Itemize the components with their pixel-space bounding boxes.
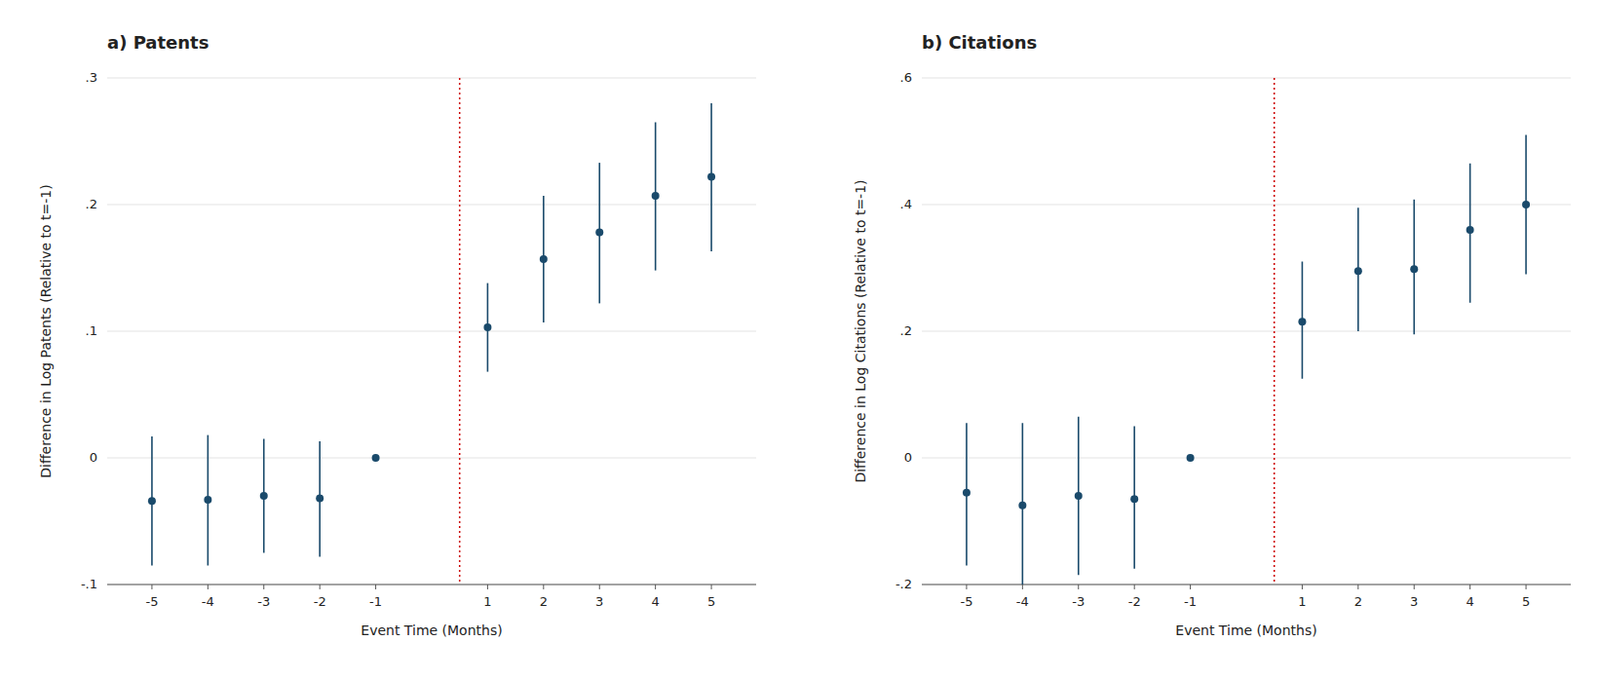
grid-line bbox=[921, 331, 1571, 333]
point bbox=[148, 496, 156, 505]
y-tick-label: .6 bbox=[900, 70, 913, 85]
x-axis-line bbox=[107, 584, 757, 586]
point bbox=[1130, 495, 1139, 503]
x-tick-label: -3 bbox=[257, 594, 270, 610]
x-tick bbox=[654, 584, 656, 590]
point bbox=[1522, 200, 1530, 209]
x-tick bbox=[1134, 584, 1136, 590]
x-tick-label: -5 bbox=[145, 594, 158, 610]
point bbox=[203, 495, 212, 504]
x-tick-label: -3 bbox=[1071, 594, 1085, 610]
point bbox=[372, 454, 381, 462]
grid-line bbox=[921, 457, 1571, 459]
y-tick-label: -.2 bbox=[895, 576, 913, 592]
x-tick-label: 5 bbox=[1522, 594, 1530, 610]
marks bbox=[148, 77, 716, 585]
x-tick bbox=[263, 584, 265, 590]
x-tick-label: -2 bbox=[1128, 594, 1142, 610]
point bbox=[260, 492, 268, 500]
x-tick-label: -1 bbox=[1183, 594, 1197, 610]
grid-line bbox=[107, 331, 757, 333]
y-tick-label: .2 bbox=[900, 323, 913, 339]
grid-line bbox=[921, 204, 1571, 206]
x-tick-label: -4 bbox=[1016, 594, 1029, 610]
grid-line bbox=[107, 457, 757, 459]
x-tick bbox=[1413, 584, 1415, 590]
x-tick bbox=[319, 584, 321, 590]
y-tick-label: -.1 bbox=[80, 576, 98, 592]
x-tick-label: 3 bbox=[1409, 594, 1418, 610]
x-tick-label: 5 bbox=[707, 594, 716, 610]
grid-line bbox=[107, 204, 757, 206]
y-tick-label: 0 bbox=[904, 450, 913, 465]
x-tick-label: 1 bbox=[1297, 594, 1306, 610]
x-tick bbox=[599, 584, 601, 590]
chart-canvas: -.1 0 .1 .2 .3 -5 -4 -3 -2 -1 1 2 3 4 5 a) Patents Event… bbox=[0, 0, 1600, 679]
point bbox=[315, 495, 324, 503]
grid-line bbox=[921, 584, 1571, 586]
x-tick bbox=[1357, 584, 1359, 590]
x-tick bbox=[711, 584, 713, 590]
x-tick bbox=[207, 584, 209, 590]
point bbox=[1074, 492, 1083, 500]
x-tick-label: -4 bbox=[201, 594, 215, 610]
panel: -.1 0 .1 .2 .3 -5 -4 -3 -2 -1 1 2 3 4 5 a) Patents Event… bbox=[38, 32, 757, 639]
y-tick-label: 0 bbox=[89, 450, 98, 465]
panel: -.2 0 .2 .4 .6 -5 -4 -3 -2 -1 1 2 3 4 5 b) Citations Eve… bbox=[852, 32, 1571, 639]
x-tick bbox=[965, 584, 967, 590]
point bbox=[1018, 501, 1027, 510]
grid-line bbox=[921, 77, 1571, 79]
x-tick bbox=[1077, 584, 1079, 590]
panel-title: b) Citations bbox=[921, 32, 1037, 53]
x-tick bbox=[1189, 584, 1191, 590]
x-axis-label: Event Time (Months) bbox=[360, 622, 502, 639]
x-tick bbox=[1525, 584, 1527, 590]
x-tick-label: -1 bbox=[369, 594, 382, 610]
grid-line bbox=[107, 584, 757, 586]
marks bbox=[962, 77, 1530, 585]
y-tick-label: .3 bbox=[85, 70, 98, 85]
point bbox=[1466, 226, 1475, 234]
point bbox=[707, 172, 716, 181]
y-tick-label: .4 bbox=[900, 196, 913, 212]
y-tick-label: .2 bbox=[85, 196, 98, 212]
x-tick-label: 3 bbox=[595, 594, 604, 610]
x-tick-label: -5 bbox=[959, 594, 973, 610]
point bbox=[1409, 265, 1418, 273]
x-axis-label: Event Time (Months) bbox=[1175, 622, 1317, 639]
x-tick-label: 4 bbox=[1466, 594, 1475, 610]
panel-title: a) Patents bbox=[107, 32, 209, 53]
x-tick bbox=[487, 584, 489, 590]
x-tick bbox=[542, 584, 544, 590]
point bbox=[539, 255, 548, 264]
y-axis-label: Difference in Log Citations (Relative to… bbox=[852, 179, 869, 483]
reference-line bbox=[458, 77, 461, 585]
y-tick-label: .1 bbox=[85, 323, 98, 339]
reference-line bbox=[1273, 77, 1276, 585]
x-tick-label: 4 bbox=[651, 594, 660, 610]
point bbox=[595, 228, 604, 237]
x-tick bbox=[1301, 584, 1303, 590]
y-axis-label: Difference in Log Patents (Relative to t… bbox=[38, 184, 54, 478]
point bbox=[1354, 266, 1363, 275]
point bbox=[651, 191, 660, 200]
point bbox=[1186, 454, 1195, 462]
point bbox=[1297, 317, 1306, 326]
x-axis-line bbox=[921, 584, 1571, 586]
x-tick bbox=[151, 584, 153, 590]
x-tick bbox=[1469, 584, 1471, 590]
x-tick-label: -2 bbox=[313, 594, 327, 610]
x-tick bbox=[375, 584, 377, 590]
point bbox=[962, 489, 971, 497]
x-tick bbox=[1022, 584, 1024, 590]
grid-line bbox=[107, 77, 757, 79]
x-tick-label: 2 bbox=[539, 594, 548, 610]
x-tick-label: 1 bbox=[483, 594, 492, 610]
point bbox=[483, 323, 492, 332]
x-tick-label: 2 bbox=[1354, 594, 1363, 610]
